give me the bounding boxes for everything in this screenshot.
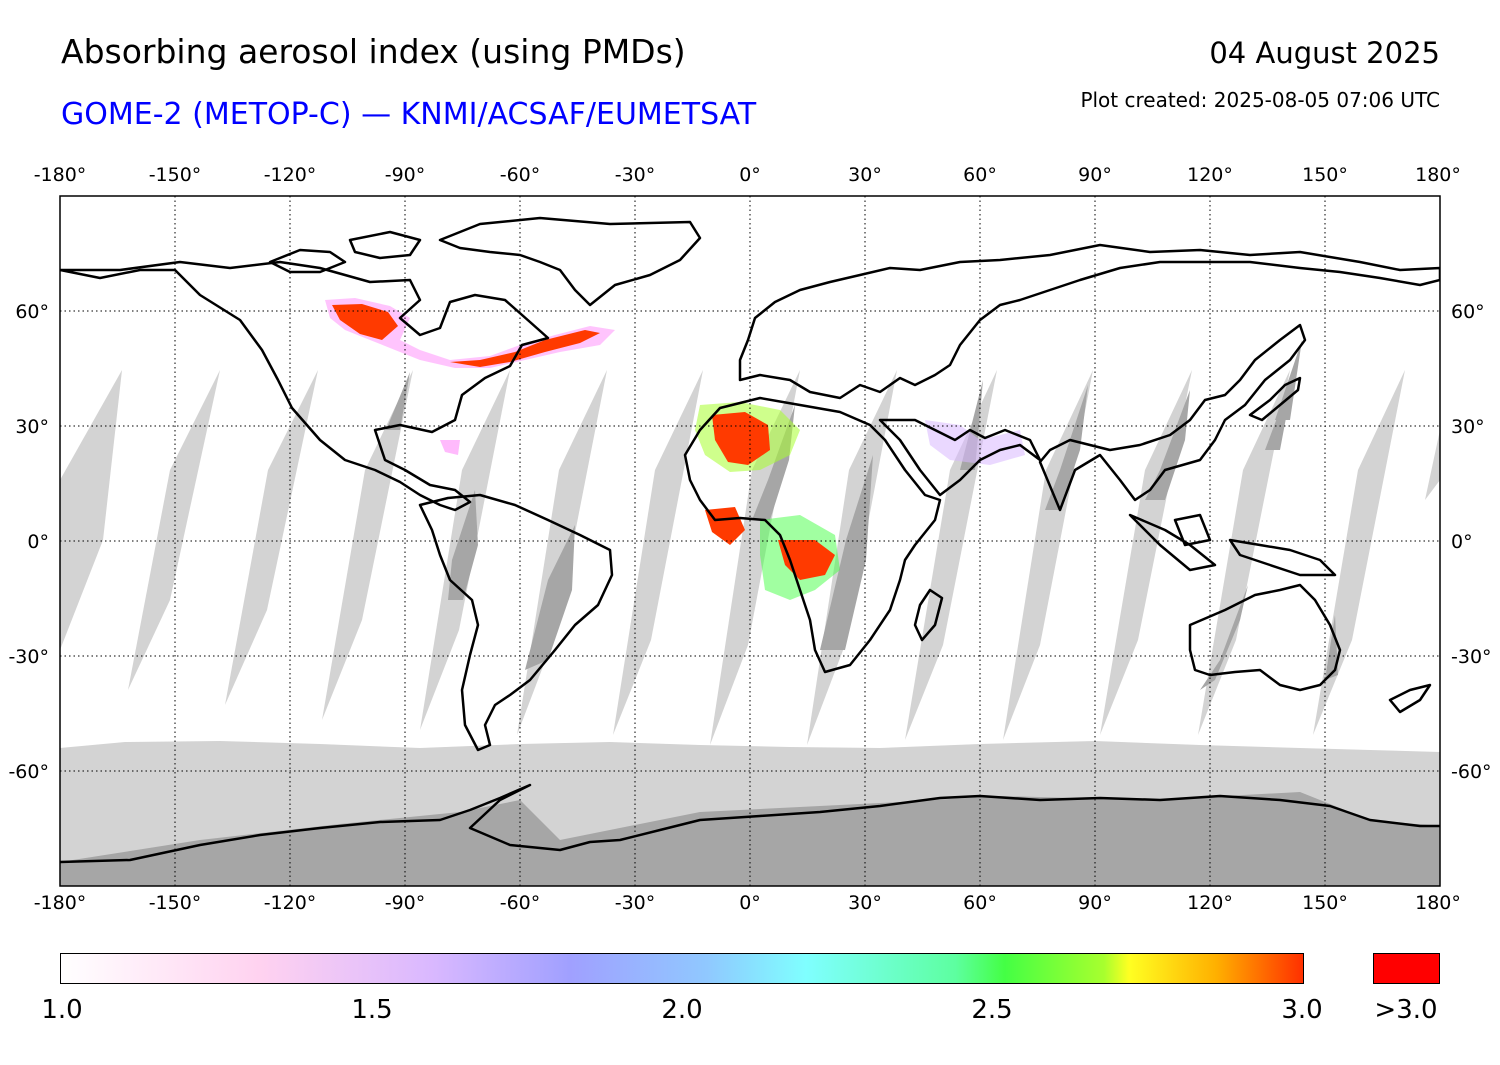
- lon-tick-bottom: -180°: [34, 892, 87, 914]
- north-america-coast: [60, 260, 550, 512]
- map-date: 04 August 2025: [1209, 36, 1440, 70]
- lon-tick-bottom: 150°: [1302, 892, 1348, 914]
- lat-tick-right: -30°: [1451, 646, 1492, 668]
- graticule: [60, 196, 1440, 886]
- lat-tick-left: -60°: [8, 761, 49, 783]
- lon-tick-bottom: 30°: [848, 892, 882, 914]
- lon-tick-bottom: 180°: [1415, 892, 1461, 914]
- lon-tick-top: 120°: [1187, 164, 1233, 186]
- colorbar-label: 3.0: [1281, 995, 1323, 1025]
- lon-tick-bottom: -90°: [385, 892, 426, 914]
- plot-created-timestamp: Plot created: 2025-08-05 07:06 UTC: [1080, 88, 1440, 112]
- greenland-coast: [438, 216, 702, 307]
- lat-tick-left: 30°: [15, 416, 49, 438]
- lat-tick-right: 60°: [1451, 301, 1485, 323]
- lon-tick-top: 60°: [963, 164, 997, 186]
- colorbar-label: 2.0: [661, 995, 703, 1025]
- lat-tick-left: -30°: [8, 646, 49, 668]
- lon-tick-top: 30°: [848, 164, 882, 186]
- map-title: Absorbing aerosol index (using PMDs): [61, 32, 686, 71]
- lon-tick-bottom: 120°: [1187, 892, 1233, 914]
- lon-tick-bottom: 60°: [963, 892, 997, 914]
- world-map: -180° -150° -120° -90° -60° -30° 0° 30° …: [8, 164, 1492, 914]
- lat-tick-left: 60°: [15, 301, 49, 323]
- lon-tick-top: 90°: [1078, 164, 1112, 186]
- lon-tick-top: -120°: [264, 164, 317, 186]
- lon-tick-bottom: 90°: [1078, 892, 1112, 914]
- colorbar: [60, 953, 1304, 984]
- coastlines: [60, 216, 1440, 864]
- lat-tick-right: 0°: [1451, 531, 1473, 553]
- colorbar-label: 1.5: [351, 995, 393, 1025]
- lon-tick-bottom: -30°: [615, 892, 656, 914]
- lon-tick-bottom: -150°: [149, 892, 202, 914]
- south-america-coast: [418, 493, 614, 752]
- lon-tick-top: 0°: [739, 164, 761, 186]
- lon-tick-top: 180°: [1415, 164, 1461, 186]
- aerosol-plumes: [325, 298, 1025, 600]
- lat-tick-left: 0°: [27, 531, 49, 553]
- lat-tick-right: 30°: [1451, 416, 1485, 438]
- lon-tick-top: -60°: [500, 164, 541, 186]
- lon-tick-top: -150°: [149, 164, 202, 186]
- map-subtitle: GOME-2 (METOP-C) — KNMI/ACSAF/EUMETSAT: [61, 97, 757, 132]
- eurasia-coast: [738, 243, 1440, 400]
- lon-tick-top: -180°: [34, 164, 87, 186]
- lon-tick-top: 150°: [1302, 164, 1348, 186]
- lat-tick-right: -60°: [1451, 761, 1492, 783]
- antarctica-coast: [60, 783, 1440, 864]
- colorbar-label: 1.0: [41, 995, 83, 1025]
- lon-tick-bottom: 0°: [739, 892, 761, 914]
- australia-coast: [1188, 583, 1342, 692]
- lon-tick-top: -30°: [615, 164, 656, 186]
- colorbar-over-label: >3.0: [1374, 995, 1438, 1025]
- lon-tick-bottom: -120°: [264, 892, 317, 914]
- lon-tick-bottom: -60°: [500, 892, 541, 914]
- africa-coast: [683, 396, 942, 674]
- colorbar-label: 2.5: [971, 995, 1013, 1025]
- lon-tick-top: -90°: [385, 164, 426, 186]
- map-frame: [59, 195, 1441, 887]
- colorbar-over-swatch: [1373, 953, 1440, 984]
